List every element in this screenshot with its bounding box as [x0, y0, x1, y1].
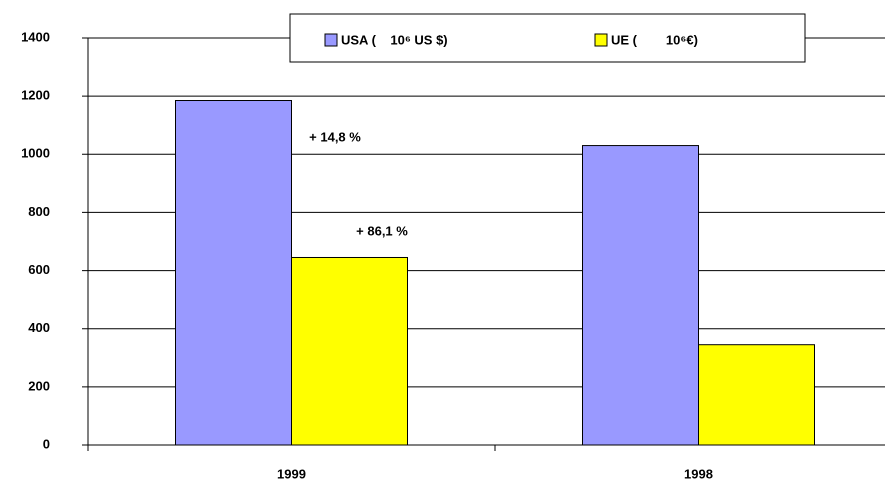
bar	[175, 100, 292, 446]
y-tick-label: 1200	[21, 88, 50, 103]
y-tick-label: 800	[28, 204, 50, 219]
bar	[291, 256, 408, 446]
x-tick-label: 1999	[277, 466, 306, 481]
y-tick-label: 1400	[21, 29, 50, 44]
y-tick-label: 1000	[21, 146, 50, 161]
legend-box	[289, 13, 806, 63]
legend-swatch	[594, 33, 608, 47]
y-tick-label: 200	[28, 378, 50, 393]
bar	[582, 145, 699, 446]
bar	[698, 344, 815, 446]
legend-label: USA ( 10⁶ US $)	[341, 32, 448, 47]
legend-swatch	[324, 33, 338, 47]
annotation: + 86,1 %	[356, 223, 408, 238]
y-tick-label: 600	[28, 262, 50, 277]
x-tick-label: 1998	[684, 466, 713, 481]
annotation: + 14,8 %	[309, 129, 361, 144]
y-tick-label: 0	[43, 436, 50, 451]
y-tick-label: 400	[28, 320, 50, 335]
legend-label: UE ( 10⁶€)	[611, 32, 698, 47]
